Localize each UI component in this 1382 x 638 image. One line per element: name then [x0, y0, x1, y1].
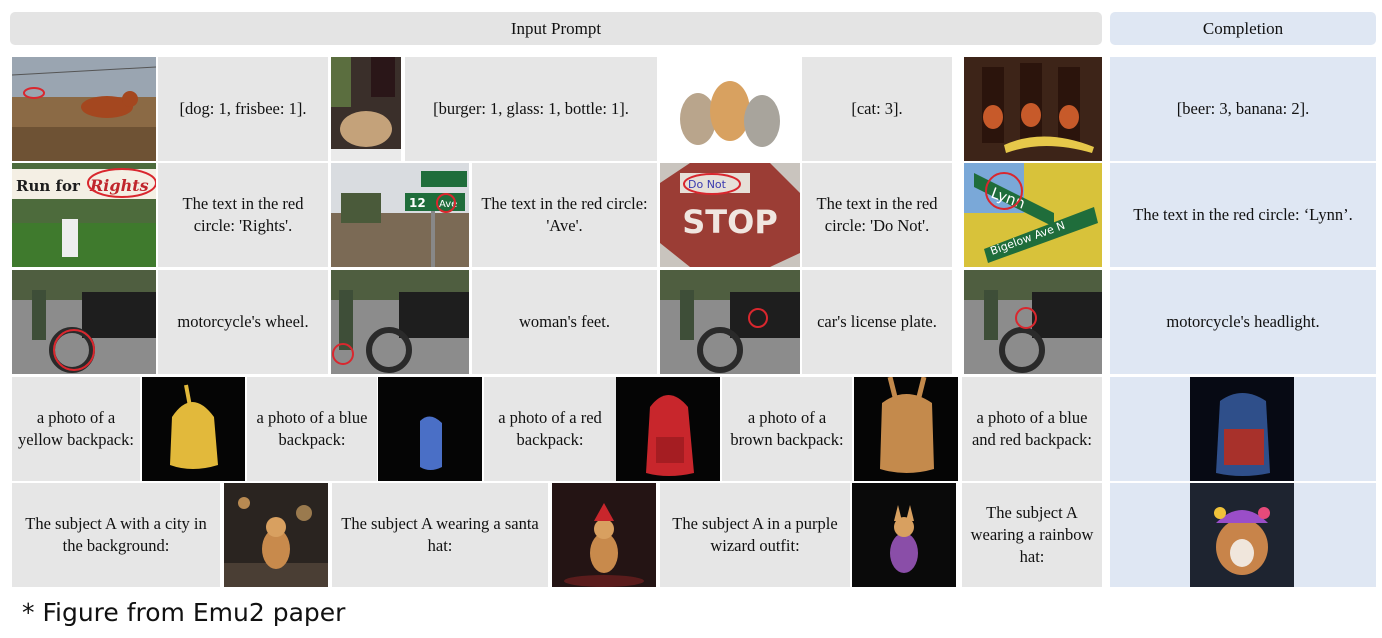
sign-12-text: 12: [409, 196, 426, 210]
completion-header: Completion: [1110, 12, 1376, 45]
donot-sign-text: Do Not: [688, 178, 727, 191]
yellow-backpack-photo: [142, 377, 245, 481]
blue-backpack-photo: [378, 377, 482, 481]
prompt-text: [cat: 3].: [802, 57, 952, 161]
dog-frisbee-photo: [12, 57, 156, 161]
row-counting: [dog: 1, frisbee: 1]. [burger: 1, glass:…: [10, 57, 1376, 161]
prompt-text: The subject A in a purple wizard outfit:: [660, 483, 850, 587]
row-backpacks: a photo of a yellow backpack: a photo of…: [10, 377, 1376, 481]
motorcycle-photo: [12, 270, 156, 374]
prompt-text: a photo of a blue backpack:: [247, 377, 377, 481]
blue-red-backpack-photo: [1190, 377, 1294, 481]
red-backpack-photo: [616, 377, 720, 481]
brown-backpack-photo: [854, 377, 958, 481]
prompt-text: woman's feet.: [472, 270, 657, 374]
corgi-wizard-photo: [852, 483, 956, 587]
prompt-text: The subject A wearing a santa hat:: [332, 483, 548, 587]
stop-sign-text: STOP: [682, 203, 778, 241]
prompt-text: The subject A wearing a rainbow hat:: [962, 483, 1102, 587]
corgi-rainbow-hat-photo: [1190, 483, 1294, 587]
lynn-sign-photo: Lynn Bigelow Ave N: [964, 163, 1102, 267]
prompt-text: The subject A with a city in the backgro…: [12, 483, 220, 587]
completion-text: [beer: 3, banana: 2].: [1110, 57, 1376, 161]
burger-photo: [331, 57, 401, 161]
prompt-text: [burger: 1, glass: 1, bottle: 1].: [405, 57, 657, 161]
prompt-text: a photo of a red backpack:: [484, 377, 616, 481]
prompt-text: The text in the red circle: 'Rights'.: [158, 163, 328, 267]
ave-sign-text: Ave: [439, 199, 457, 210]
stop-sign-photo: STOP Do Not: [660, 163, 800, 267]
corgi-city-photo: [224, 483, 328, 587]
corgi-santa-photo: [552, 483, 656, 587]
ave-sign-photo: 12 Ave: [331, 163, 469, 267]
prompt-text: The text in the red circle: 'Do Not'.: [802, 163, 952, 267]
prompt-text: [dog: 1, frisbee: 1].: [158, 57, 328, 161]
prompt-text: a photo of a brown backpack:: [722, 377, 852, 481]
motorcycle-photo: [331, 270, 469, 374]
row-subject: The subject A with a city in the backgro…: [10, 483, 1376, 587]
motorcycle-photo: [964, 270, 1102, 374]
prompt-text: motorcycle's wheel.: [158, 270, 328, 374]
input-prompt-header: Input Prompt: [10, 12, 1102, 45]
completion-text: The text in the red circle: ‘Lynn’.: [1110, 163, 1376, 267]
figure-caption: * Figure from Emu2 paper: [22, 598, 346, 627]
prompt-text: car's license plate.: [802, 270, 952, 374]
row-referring: motorcycle's wheel. woman's feet. car's …: [10, 270, 1376, 374]
prompt-text: a photo of a yellow backpack:: [12, 377, 140, 481]
completion-text: motorcycle's headlight.: [1110, 270, 1376, 374]
cats-photo: [660, 57, 800, 161]
beer-banana-photo: [964, 57, 1102, 161]
run-sign-text: Run for: [16, 177, 81, 195]
row-ocr: Run for Rights The text in the red circl…: [10, 163, 1376, 267]
rights-sign-text: Rights: [89, 176, 149, 195]
prompt-text: a photo of a blue and red backpack:: [962, 377, 1102, 481]
motorcycle-photo: [660, 270, 800, 374]
prompt-text: The text in the red circle: 'Ave'.: [472, 163, 657, 267]
rights-sign-photo: Run for Rights: [12, 163, 156, 267]
